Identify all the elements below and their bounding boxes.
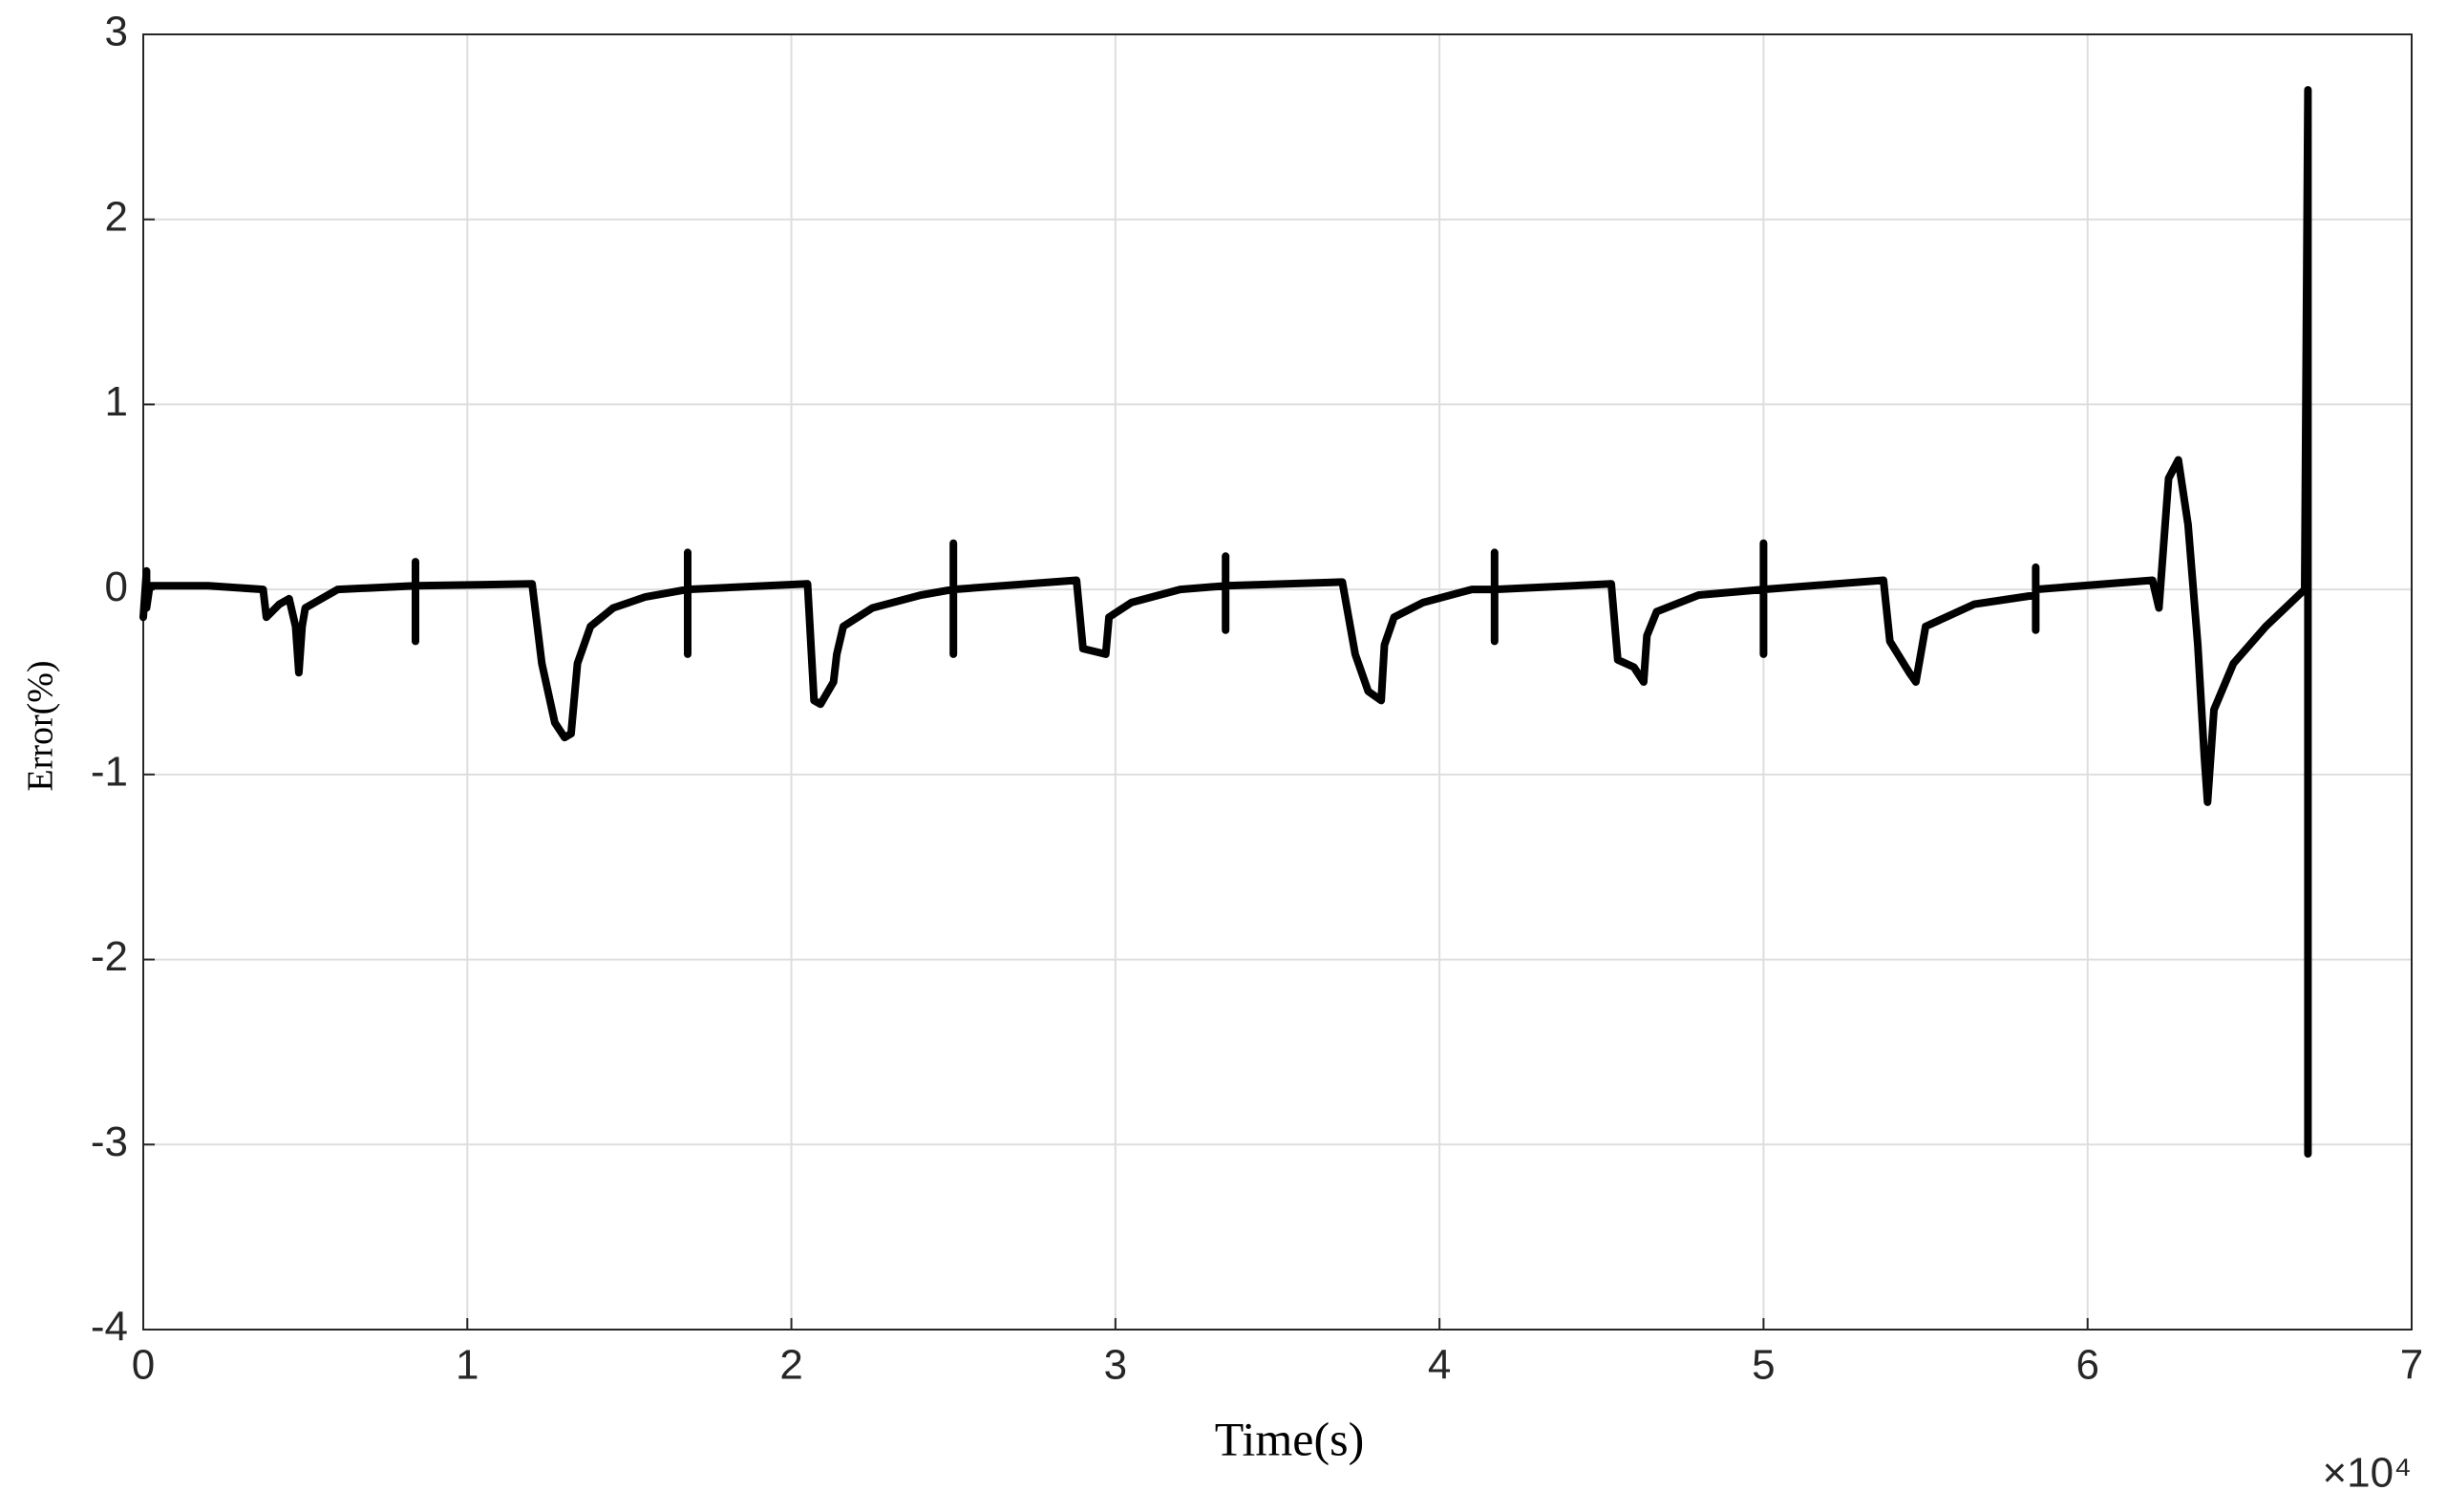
y-tick-label: -4 bbox=[91, 1304, 128, 1351]
y-tick-label: 1 bbox=[105, 378, 128, 425]
y-tick-label: -2 bbox=[91, 933, 128, 980]
x-tick-label: 5 bbox=[1752, 1342, 1775, 1389]
y-tick-label: 2 bbox=[105, 193, 128, 240]
y-tick-label: 0 bbox=[105, 564, 128, 610]
x-tick-label: 7 bbox=[2400, 1342, 2423, 1389]
x-tick-label: 0 bbox=[132, 1342, 155, 1389]
y-tick-label: -1 bbox=[91, 748, 128, 795]
x-axis-label: Time(s) bbox=[1215, 1412, 1365, 1465]
plot-area bbox=[143, 34, 2412, 1330]
axes-box bbox=[142, 33, 2413, 1331]
x-tick-label: 4 bbox=[1428, 1342, 1451, 1389]
x-tick-label: 2 bbox=[779, 1342, 802, 1389]
x-tick-label: 6 bbox=[2075, 1342, 2098, 1389]
x-exponent-label: ×10⁴ bbox=[2322, 1450, 2412, 1497]
x-tick-label: 3 bbox=[1104, 1342, 1127, 1389]
y-axis-label: Error(%) bbox=[21, 660, 61, 791]
data-line bbox=[139, 86, 2312, 1158]
x-tick-label: 1 bbox=[456, 1342, 479, 1389]
y-tick-label: 3 bbox=[105, 9, 128, 55]
y-tick-label: -3 bbox=[91, 1118, 128, 1165]
